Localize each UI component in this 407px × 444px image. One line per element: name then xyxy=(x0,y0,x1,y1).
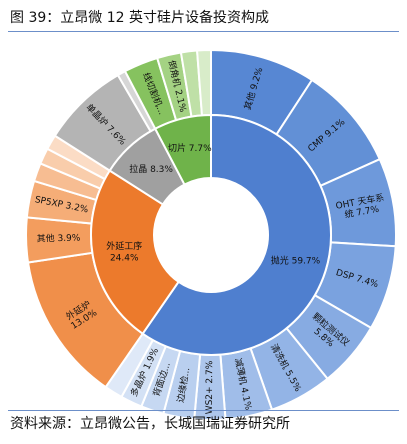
outer-slice-label-其他-13: 其他 3.9% xyxy=(37,231,81,244)
source-rule xyxy=(8,410,399,411)
outer-ring xyxy=(25,48,397,421)
inner-labels: 抛光 59.7% 外延工序 24.4% 拉晶 8.3% 切片 7.7% xyxy=(106,142,320,266)
title-rule xyxy=(8,31,399,32)
inner-slice-抛光-0 xyxy=(141,113,333,356)
donut-hole xyxy=(154,178,268,292)
inner-slice-label-切片-3: 切片 7.7% xyxy=(168,142,212,154)
inner-slice-label-外延工序-1: 外延工序 24.4% xyxy=(106,240,142,264)
outer-slice-label-ws2-7: WS2+ 2.7% xyxy=(205,360,215,414)
figure-title: 图 39：立昂微 12 英寸硅片设备投资构成 xyxy=(10,10,269,26)
inner-slice-label-拉晶-2: 拉晶 8.3% xyxy=(129,163,173,175)
inner-ring xyxy=(90,113,333,356)
inner-slice-label-抛光-0: 抛光 59.7% xyxy=(271,254,321,266)
source-note: 资料来源：立昂微公告，长城国瑞证券研究所 xyxy=(10,416,290,432)
